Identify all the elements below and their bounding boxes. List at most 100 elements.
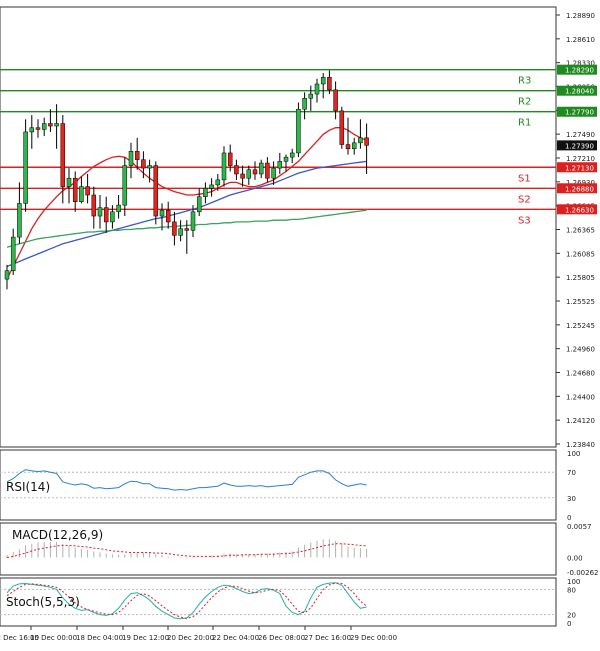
candle-bull [283, 156, 289, 162]
macd-signal-line [6, 543, 367, 558]
candle-bear [172, 221, 177, 236]
level-price-tag-s1 [557, 162, 597, 173]
candle-bear [339, 110, 345, 145]
price-tick-label: 1.24960 [566, 346, 595, 354]
price-tick-label: 1.23840 [566, 441, 595, 449]
level-price-tag-r1 [557, 106, 597, 117]
candle-bull [4, 270, 10, 280]
price-tick-label: 1.26085 [566, 250, 595, 258]
level-name-s1: S1 [518, 173, 531, 184]
candle-bear [134, 151, 140, 160]
candle-bull [66, 177, 72, 187]
level-name-r2: R2 [518, 97, 531, 108]
macd-panel-frame [0, 522, 557, 576]
stoch-tick-label: 80 [567, 586, 576, 594]
level-name-s2: S2 [518, 194, 531, 205]
candle-bull [209, 184, 214, 189]
macd-title: MACD(12,26,9) [12, 528, 103, 542]
price-tick-label: 1.25245 [566, 322, 595, 330]
candle-bull [116, 204, 121, 213]
candle-bull [203, 188, 208, 197]
candle-bull [122, 165, 128, 206]
candle-bull [351, 142, 357, 149]
level-price-label-r3: 1.28290 [565, 67, 594, 75]
candle-bull [178, 228, 183, 236]
candle-bull [215, 179, 221, 186]
candle-bear [184, 228, 190, 231]
price-tick-label: 1.26930 [566, 179, 595, 187]
candle-bull [221, 152, 227, 181]
price-tick-label: 1.28890 [566, 12, 595, 20]
time-tick-label: 26 Dec 08:00 [258, 634, 305, 642]
macd-tick-label: 0.0057 [567, 523, 592, 531]
candle-bear [165, 209, 171, 223]
candle-bear [48, 123, 53, 127]
candle-bear [72, 177, 78, 202]
candle-bull [358, 137, 363, 144]
candle-bear [85, 186, 90, 196]
level-name-r1: R1 [518, 118, 531, 129]
candle-bull [10, 236, 16, 271]
candle-bear [91, 194, 97, 217]
candle-bear [227, 152, 233, 166]
current-price-tag [557, 140, 597, 151]
candle-bear [345, 144, 351, 149]
level-price-label-r2: 1.28040 [565, 88, 594, 96]
price-tick-label: 1.28610 [566, 36, 595, 44]
candle-bear [141, 159, 146, 169]
level-price-label-s3: 1.26630 [565, 206, 594, 214]
level-price-label-s1: 1.27130 [565, 164, 594, 172]
candle-bull [17, 203, 22, 238]
macd-layer: 0.0057 0.00 -0.00262 [6, 523, 598, 577]
rsi-layer: 100 70 30 0 [0, 450, 580, 522]
level-price-tag-r2 [557, 85, 597, 96]
candle-bear [327, 76, 332, 91]
price-layer: 1.288901.286101.283301.280501.277701.274… [0, 12, 597, 449]
candle-bear [252, 169, 258, 175]
candle-bull [277, 161, 283, 169]
level-name-s3: S3 [518, 215, 531, 226]
rsi-tick-label: 0 [567, 514, 571, 522]
moving-average-line-1 [6, 127, 367, 280]
price-tick-label: 1.25525 [566, 298, 595, 306]
rsi-title: RSI(14) [6, 480, 50, 494]
rsi-panel-frame [0, 449, 557, 521]
price-tick-label: 1.27490 [566, 131, 595, 139]
candle-bull [196, 196, 202, 213]
candle-bull [308, 93, 314, 99]
candle-bull [246, 169, 252, 179]
candle-bear [240, 173, 245, 179]
candle-bull [159, 209, 165, 217]
candle-bull [29, 127, 35, 133]
rsi-tick-label: 30 [567, 495, 576, 503]
current-price-label: 1.27390 [565, 142, 594, 150]
macd-tick-label: -0.00262 [567, 569, 598, 577]
level-price-tag-r3 [557, 64, 597, 75]
price-tick-label: 1.25805 [566, 274, 595, 282]
time-tick-label: 19 Dec 12:00 [122, 634, 169, 642]
candle-bull [296, 108, 301, 154]
candle-bear [364, 137, 369, 146]
candle-bull [190, 211, 196, 231]
time-tick-label: 15 Dec 00:00 [30, 634, 77, 642]
candle-bull [110, 211, 115, 223]
candle-bear [333, 89, 338, 112]
candle-bear [265, 162, 270, 179]
time-tick-label: 27 Dec 16:00 [304, 634, 351, 642]
price-tick-label: 1.28330 [566, 60, 595, 68]
level-price-tag-s2 [557, 183, 597, 194]
candle-bull [128, 151, 134, 166]
price-tick-label: 1.26365 [566, 227, 595, 235]
level-price-tag-s3 [557, 204, 597, 215]
price-tick-label: 1.24120 [566, 417, 595, 425]
candle-bull [302, 98, 307, 110]
time-tick-label: 29 Dec 00:00 [350, 634, 397, 642]
candle-bull [320, 76, 326, 85]
macd-tick-label: 0.00 [567, 555, 583, 563]
stoch-tick-label: 20 [567, 612, 576, 620]
level-price-label-r1: 1.27790 [565, 109, 594, 117]
moving-average-line-2 [6, 160, 367, 268]
